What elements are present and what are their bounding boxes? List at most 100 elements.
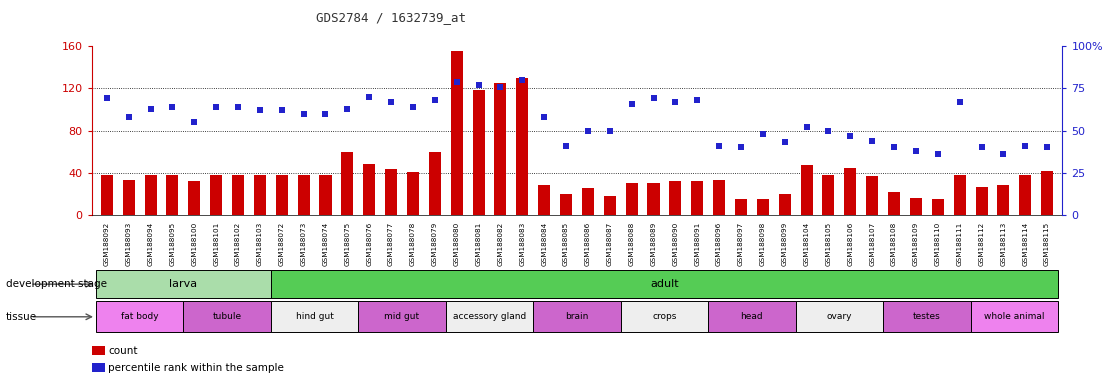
Bar — [407, 172, 418, 215]
Point — [1038, 144, 1056, 151]
Text: brain: brain — [566, 312, 588, 321]
Bar — [494, 83, 507, 215]
Bar — [363, 164, 375, 215]
Bar — [800, 166, 812, 215]
Point — [251, 107, 269, 113]
Point — [142, 106, 160, 112]
Bar — [910, 198, 922, 215]
Bar — [560, 194, 573, 215]
Point — [600, 127, 618, 134]
Point — [272, 107, 290, 113]
Point — [470, 82, 488, 88]
Bar — [429, 152, 441, 215]
Bar — [96, 270, 271, 298]
Point — [317, 111, 335, 117]
Bar — [971, 301, 1058, 332]
Bar — [975, 187, 988, 215]
Point — [185, 119, 203, 125]
Bar — [866, 176, 878, 215]
Text: head: head — [741, 312, 763, 321]
Point — [229, 104, 247, 110]
Text: percentile rank within the sample: percentile rank within the sample — [108, 363, 285, 373]
Bar — [581, 188, 594, 215]
Point — [972, 144, 991, 151]
Point — [360, 94, 378, 100]
Point — [864, 137, 882, 144]
Bar — [517, 78, 528, 215]
Bar — [845, 167, 856, 215]
Point — [929, 151, 946, 157]
Bar — [713, 180, 725, 215]
Point — [907, 148, 925, 154]
Point — [119, 114, 137, 120]
Bar — [183, 301, 271, 332]
Point — [666, 99, 684, 105]
Point — [382, 99, 400, 105]
Text: ovary: ovary — [827, 312, 853, 321]
Bar — [472, 91, 484, 215]
Text: mid gut: mid gut — [385, 312, 420, 321]
Point — [295, 111, 312, 117]
Text: tubule: tubule — [212, 312, 242, 321]
Bar — [92, 346, 105, 355]
Text: larva: larva — [170, 279, 198, 289]
Point — [798, 124, 816, 130]
Bar — [1019, 175, 1031, 215]
Bar — [954, 175, 965, 215]
Text: count: count — [108, 346, 137, 356]
Bar — [709, 301, 796, 332]
Bar — [253, 175, 266, 215]
Bar — [1041, 170, 1054, 215]
Point — [951, 99, 969, 105]
Bar — [100, 175, 113, 215]
Bar — [822, 175, 835, 215]
Bar — [210, 175, 222, 215]
Point — [754, 131, 772, 137]
Bar — [626, 184, 637, 215]
Bar — [358, 301, 445, 332]
Point — [776, 139, 793, 146]
Bar — [998, 185, 1009, 215]
Bar — [779, 194, 791, 215]
Bar — [883, 301, 971, 332]
Point — [536, 114, 554, 120]
Point — [163, 104, 181, 110]
Point — [819, 127, 837, 134]
Point — [208, 104, 225, 110]
Point — [689, 97, 706, 103]
Point — [623, 101, 641, 107]
Bar — [445, 301, 533, 332]
Bar — [604, 196, 616, 215]
Point — [513, 77, 531, 83]
Text: testes: testes — [913, 312, 941, 321]
Bar — [451, 51, 463, 215]
Text: GDS2784 / 1632739_at: GDS2784 / 1632739_at — [316, 12, 465, 25]
Point — [404, 104, 422, 110]
Text: hind gut: hind gut — [296, 312, 334, 321]
Bar — [271, 301, 358, 332]
Bar — [341, 152, 354, 215]
Bar — [735, 199, 747, 215]
Bar — [96, 301, 183, 332]
Bar — [757, 199, 769, 215]
Bar — [620, 301, 709, 332]
Text: tissue: tissue — [6, 312, 37, 322]
Bar — [271, 270, 1058, 298]
Bar — [298, 175, 309, 215]
Bar — [92, 363, 105, 372]
Text: development stage: development stage — [6, 279, 107, 289]
Point — [885, 144, 903, 151]
Point — [645, 95, 663, 101]
Bar — [538, 185, 550, 215]
Bar — [189, 181, 200, 215]
Bar — [123, 180, 135, 215]
Point — [448, 78, 465, 84]
Point — [579, 127, 597, 134]
Bar — [888, 192, 901, 215]
Point — [841, 132, 859, 139]
Bar — [166, 175, 179, 215]
Bar — [276, 175, 288, 215]
Point — [1017, 143, 1035, 149]
Bar — [232, 175, 244, 215]
Bar — [691, 181, 703, 215]
